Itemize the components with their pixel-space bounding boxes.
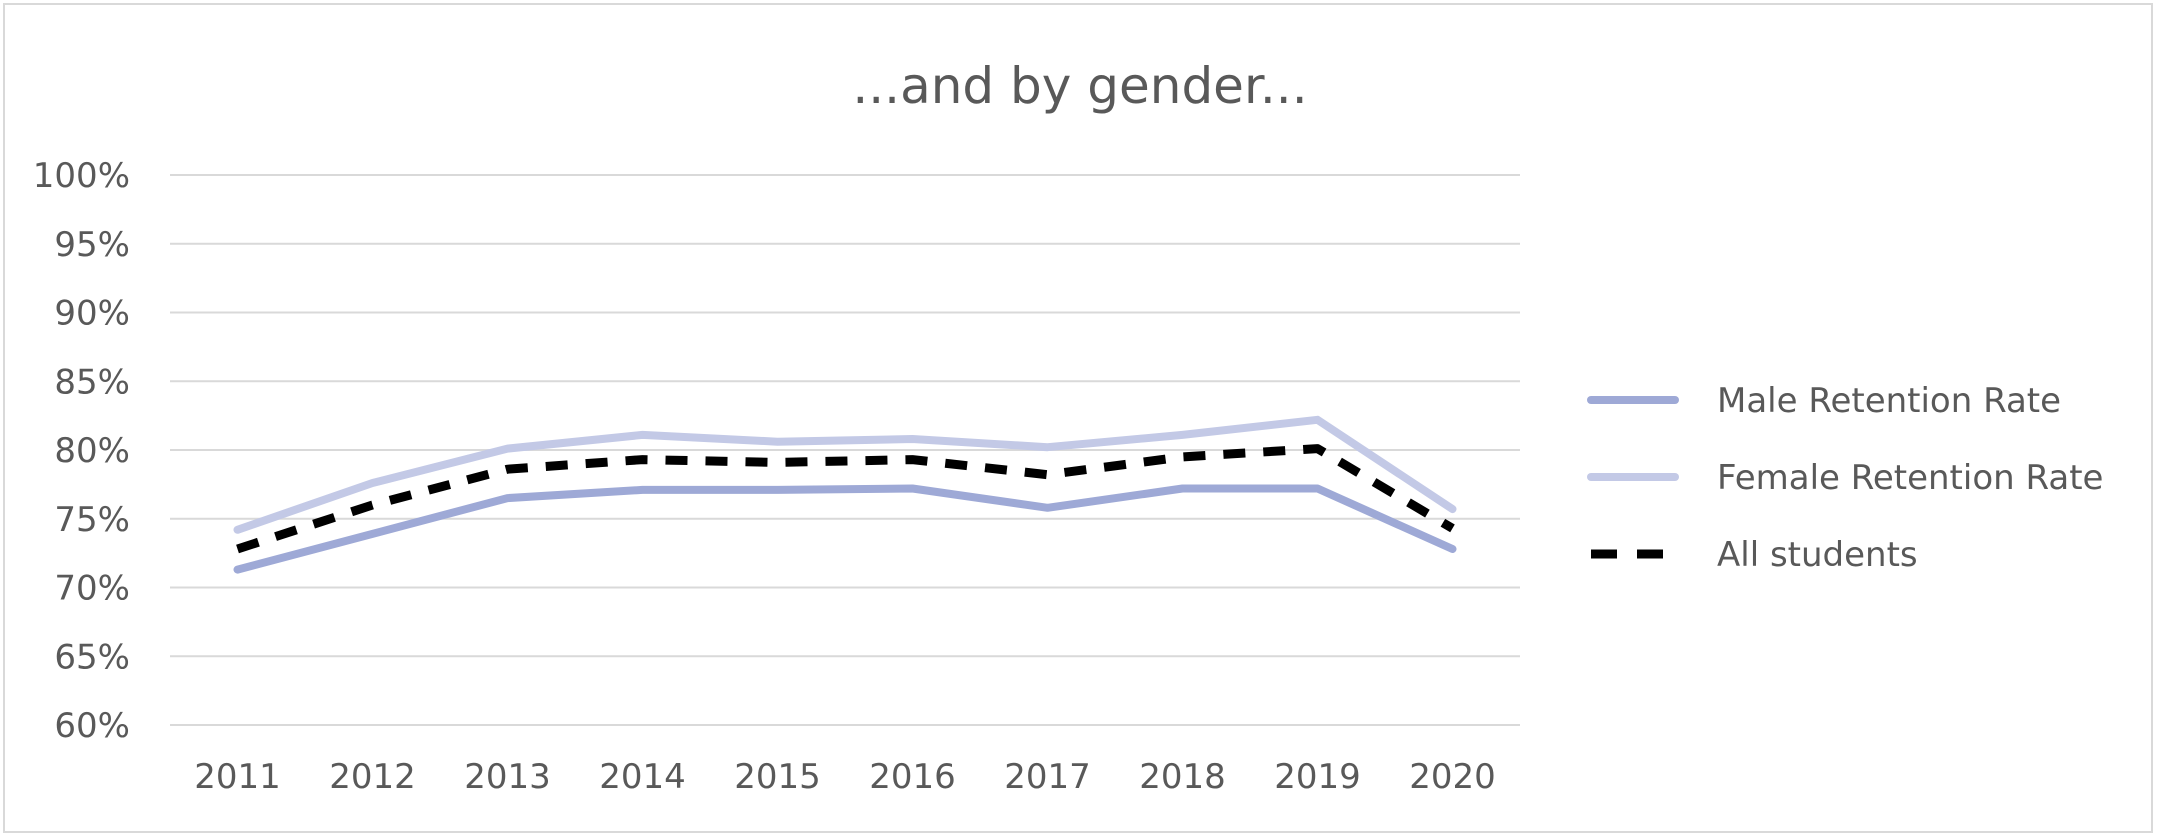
x-tick-label: 2015 bbox=[734, 757, 821, 797]
legend-label-2: All students bbox=[1717, 535, 1918, 575]
x-axis-tick-labels: 2011 2012 2013 2014 2015 2016 2017 2018 2019 2020 bbox=[194, 757, 1496, 797]
y-tick-label: 60% bbox=[54, 706, 130, 746]
series-line-2 bbox=[236, 444, 1455, 554]
y-tick-label: 70% bbox=[54, 569, 130, 609]
x-tick-label: 2018 bbox=[1139, 757, 1226, 797]
y-tick-label: 95% bbox=[54, 225, 130, 265]
y-tick-label: 100% bbox=[33, 156, 130, 196]
chart-frame: ...and by gender... 60% 65% 70% 75% 80% 85% 90… bbox=[3, 3, 2153, 833]
series-line-0 bbox=[233, 484, 1457, 574]
x-tick-label: 2020 bbox=[1409, 757, 1496, 797]
y-tick-label: 90% bbox=[54, 294, 130, 334]
legend: Male Retention Rate Female Retention Rate… bbox=[1587, 381, 2103, 575]
legend-label-0: Male Retention Rate bbox=[1717, 381, 2061, 421]
x-tick-label: 2012 bbox=[329, 757, 416, 797]
series-line-1 bbox=[233, 415, 1457, 534]
y-tick-label: 65% bbox=[54, 637, 130, 677]
line-chart: ...and by gender... 60% 65% 70% 75% 80% 85% 90… bbox=[33, 57, 2104, 797]
y-tick-label: 75% bbox=[54, 500, 130, 540]
chart-title: ...and by gender... bbox=[852, 57, 1307, 115]
x-tick-label: 2014 bbox=[599, 757, 686, 797]
x-tick-label: 2019 bbox=[1274, 757, 1361, 797]
x-tick-label: 2017 bbox=[1004, 757, 1091, 797]
series-lines bbox=[233, 415, 1457, 574]
y-axis-tick-labels: 60% 65% 70% 75% 80% 85% 90% 95% 100% bbox=[33, 156, 130, 746]
x-tick-label: 2011 bbox=[194, 757, 281, 797]
gridlines bbox=[170, 174, 1520, 726]
y-tick-label: 85% bbox=[54, 362, 130, 402]
x-tick-label: 2016 bbox=[869, 757, 956, 797]
y-tick-label: 80% bbox=[54, 431, 130, 471]
x-tick-label: 2013 bbox=[464, 757, 551, 797]
legend-label-1: Female Retention Rate bbox=[1717, 458, 2103, 498]
